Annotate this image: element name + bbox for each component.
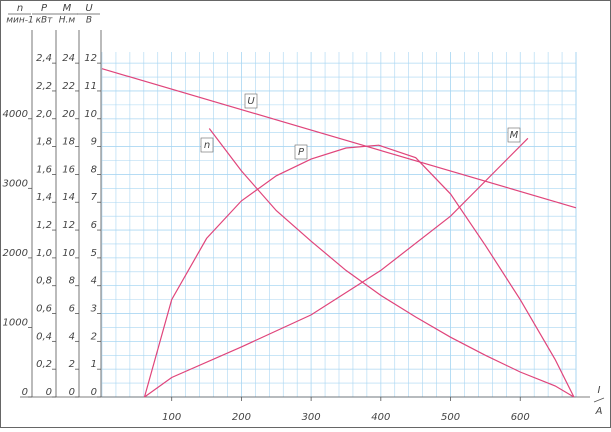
y-tick-label: 6	[69, 304, 75, 315]
y-tick-label: 4	[69, 331, 75, 342]
curve-label-box	[294, 144, 308, 160]
y-tick-label: 1,4	[36, 192, 52, 203]
y-tick-label: 2,0	[36, 109, 52, 120]
y-tick-label: 1,8	[36, 137, 52, 148]
curve-label-box	[507, 127, 521, 143]
y-tick-label: 6	[91, 220, 97, 231]
y-axis-unit: мин-1	[6, 16, 34, 26]
curve-label: M	[510, 130, 519, 141]
curve	[143, 144, 575, 398]
y-tick-label: 0	[46, 387, 52, 398]
y-axis-unit: Н.м	[59, 16, 76, 26]
y-tick-label: 16	[62, 164, 75, 175]
y-tick-label: 10	[62, 248, 75, 259]
y-tick-label: 0	[69, 387, 75, 398]
y-tick-label: 11	[84, 81, 97, 92]
y-axis-name: P	[41, 3, 48, 14]
y-tick-label: 9	[91, 137, 97, 148]
x-tick-label: 300	[302, 412, 321, 423]
y-tick-label: 3000	[3, 178, 28, 189]
y-tick-label: 1000	[3, 317, 28, 328]
curve-label: P	[298, 147, 305, 158]
x-tick-label: 600	[511, 412, 530, 423]
y-tick-label: 0,8	[36, 276, 52, 287]
y-tick-label: 1	[91, 359, 97, 370]
y-tick-label: 1,0	[36, 248, 52, 259]
x-tick-label: 400	[371, 412, 390, 423]
x-tick-label: 500	[441, 412, 460, 423]
y-tick-label: 4000	[3, 109, 28, 120]
y-tick-label: 2,4	[36, 53, 52, 64]
y-tick-label: 12	[62, 220, 75, 231]
y-tick-label: 0	[91, 387, 97, 398]
y-tick-label: 0,2	[36, 359, 52, 370]
y-tick-label: 8	[69, 276, 75, 287]
y-tick-label: 2	[69, 359, 75, 370]
y-tick-label: 2	[91, 331, 97, 342]
y-tick-label: 22	[62, 81, 75, 92]
y-tick-label: 2,2	[36, 81, 52, 92]
y-axis-name: M	[63, 3, 72, 14]
y-tick-label: 24	[62, 53, 75, 64]
curve	[208, 128, 575, 398]
y-tick-label: 3	[91, 304, 97, 315]
curve-label-box	[244, 93, 258, 109]
y-tick-label: 0,6	[36, 304, 52, 315]
y-tick-label: 14	[62, 192, 75, 203]
y-tick-label: 5	[91, 248, 97, 259]
y-tick-label: 18	[62, 137, 75, 148]
y-tick-label: 12	[84, 53, 97, 64]
y-axis-name: U	[85, 3, 93, 14]
curve	[101, 68, 577, 209]
y-tick-label: 7	[91, 192, 98, 203]
curve-label: n	[204, 140, 210, 151]
x-tick-label: 100	[162, 412, 181, 423]
y-axis-unit: кВт	[36, 16, 54, 26]
curve-label-box	[200, 137, 214, 153]
curve	[144, 137, 529, 398]
x-axis-unit: A	[595, 406, 603, 417]
y-tick-label: 1,2	[36, 220, 52, 231]
y-tick-label: 4	[91, 276, 97, 287]
y-axis-name: n	[17, 3, 23, 14]
y-axis-unit: В	[86, 16, 92, 26]
y-tick-label: 8	[91, 164, 97, 175]
y-tick-label: 1,6	[36, 164, 52, 175]
curve-label: U	[247, 96, 255, 107]
y-tick-label: 2000	[3, 248, 28, 259]
x-axis-label: I	[598, 385, 601, 396]
y-tick-label: 0	[22, 387, 28, 398]
x-tick-label: 200	[232, 412, 251, 423]
y-tick-label: 20	[62, 109, 75, 120]
fraction-line	[593, 397, 605, 403]
y-tick-label: 0,4	[36, 331, 52, 342]
y-tick-label: 10	[84, 109, 97, 120]
